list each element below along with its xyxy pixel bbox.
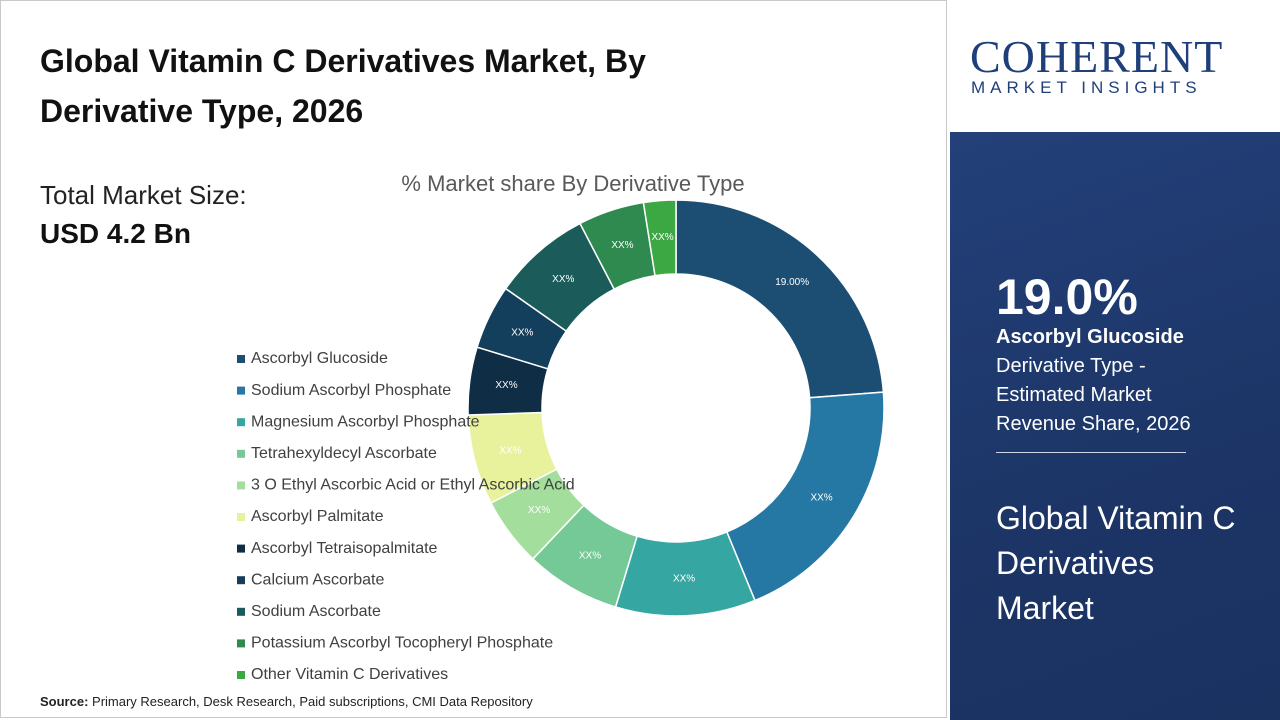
segment-label: XX%: [499, 446, 521, 457]
highlight-name: Ascorbyl Glucoside: [996, 326, 1184, 348]
legend-swatch: [237, 671, 245, 679]
logo-area: [950, 0, 1280, 132]
sidebar: [950, 132, 1280, 720]
source-text: Primary Research, Desk Research, Paid su…: [92, 694, 533, 709]
segment-label: 19.00%: [775, 277, 809, 288]
logo-main: COHERENT: [970, 31, 1224, 82]
donut-segment: [675, 199, 885, 399]
source-label: Source:: [40, 694, 89, 709]
segment-label: XX%: [511, 328, 533, 339]
segment-label: XX%: [495, 380, 517, 391]
source: Source: Primary Research, Desk Research,…: [40, 694, 533, 709]
highlight-value: 19.0%: [996, 269, 1138, 325]
legend-swatch: [237, 544, 245, 553]
legend-label: 3 O Ethyl Ascorbic Acid or Ethyl Ascorbi…: [251, 477, 575, 494]
segment-label: XX%: [579, 550, 601, 561]
legend-swatch: [237, 576, 245, 585]
legend-swatch: [237, 639, 245, 648]
donut-segment: [725, 391, 885, 602]
segment-label: XX%: [528, 505, 550, 516]
legend-swatch: [237, 449, 245, 458]
legend-label: Magnesium Ascorbyl Phosphate: [251, 413, 480, 430]
legend-label: Ascorbyl Palmitate: [251, 508, 384, 525]
legend-label: Ascorbyl Glucoside: [251, 350, 388, 367]
logo-sub: MARKET INSIGHTS: [971, 78, 1202, 97]
legend-swatch: [237, 607, 245, 616]
market-title: Global Vitamin C Derivatives Market: [996, 500, 1236, 626]
segment-label: XX%: [552, 274, 574, 285]
legend-label: Tetrahexyldecyl Ascorbate: [251, 445, 437, 462]
segment-label: XX%: [810, 492, 832, 503]
legend-label: Sodium Ascorbyl Phosphate: [251, 382, 451, 399]
chart-title: % Market share By Derivative Type: [401, 171, 744, 196]
content-frame: [0, 0, 947, 718]
donut-segment: [642, 199, 677, 277]
legend-label: Other Vitamin C Derivatives: [251, 666, 448, 683]
segment-label: XX%: [651, 232, 673, 243]
legend-label: Ascorbyl Tetraisopalmitate: [251, 540, 438, 557]
market-size-value: USD 4.2 Bn: [40, 218, 191, 249]
legend-swatch: [237, 386, 245, 395]
legend-swatch: [237, 418, 245, 427]
legend-swatch: [237, 481, 245, 490]
legend-swatch: [237, 355, 245, 363]
highlight-caption: Derivative Type - Estimated Market Reven…: [996, 355, 1191, 435]
segment-label: XX%: [611, 240, 633, 251]
legend-label: Potassium Ascorbyl Tocopheryl Phosphate: [251, 635, 553, 652]
legend-label: Calcium Ascorbate: [251, 571, 384, 588]
market-size-label: Total Market Size:: [40, 180, 247, 210]
chart: % Market share By Derivative Type 19.00%…: [237, 171, 885, 683]
legend-swatch: [237, 513, 245, 521]
page-title: Global Vitamin C Derivatives Market, By …: [40, 43, 646, 129]
segment-label: XX%: [673, 573, 695, 584]
legend-label: Sodium Ascorbate: [251, 603, 381, 620]
divider: [996, 452, 1186, 453]
